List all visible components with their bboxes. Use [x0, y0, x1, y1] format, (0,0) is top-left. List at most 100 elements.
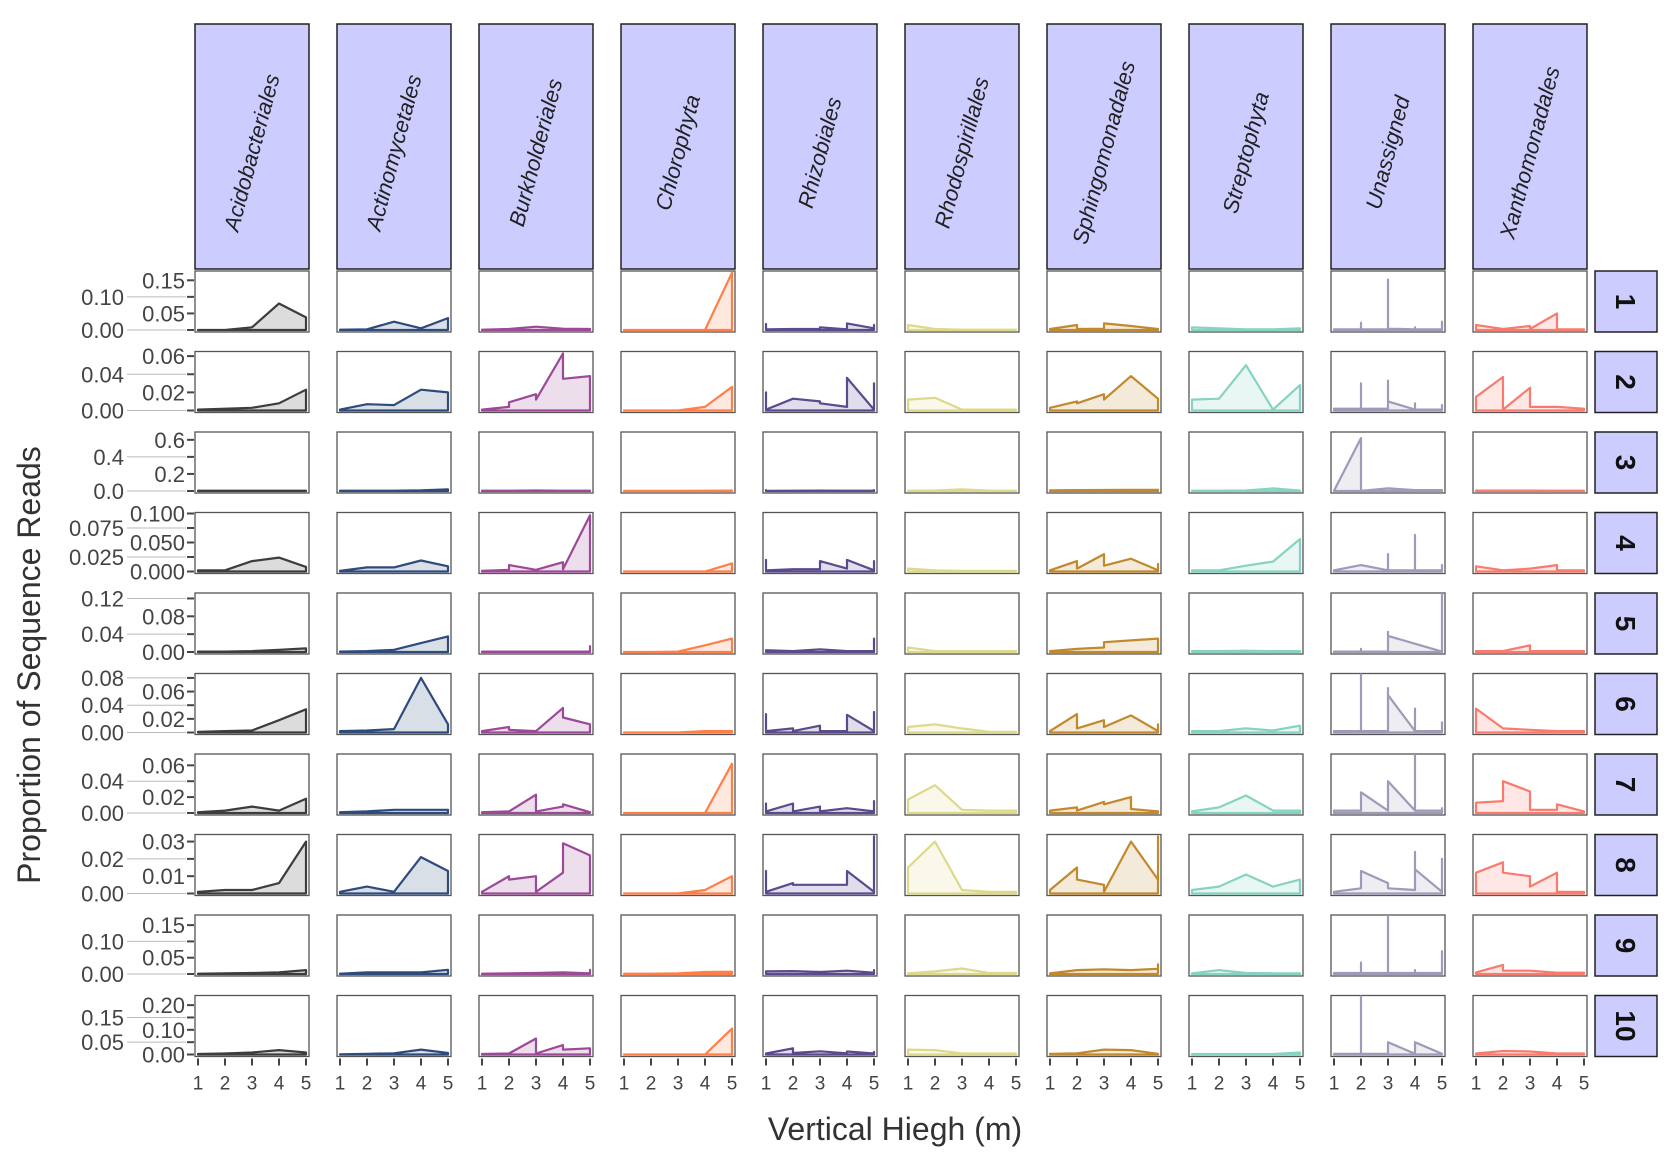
area-series [1474, 861, 1586, 895]
column-strip [904, 23, 1020, 270]
x-tick-label: 3 [1525, 1074, 1536, 1095]
y-tick-label: 0.02 [81, 847, 124, 872]
facet-panel [904, 350, 1020, 414]
area-series [764, 1047, 876, 1056]
area-series [480, 793, 592, 815]
y-tick-label: 0.00 [81, 801, 124, 826]
column-strip [1046, 23, 1162, 270]
column-strip [1472, 23, 1588, 270]
area-series [480, 489, 592, 493]
area-series [1332, 278, 1444, 332]
x-tick-label: 5 [443, 1074, 454, 1095]
x-tick-label: 5 [1437, 1074, 1448, 1095]
x-tick-label: 4 [1268, 1074, 1279, 1095]
area-series [196, 1049, 308, 1056]
facet-panel [1188, 350, 1304, 414]
facet-panel [336, 431, 452, 494]
row-strip [1594, 431, 1658, 494]
facet-panel [904, 511, 1020, 575]
area-series [338, 856, 450, 895]
row-strip [1594, 270, 1658, 333]
facet-panel [904, 753, 1020, 816]
facet-panel [904, 592, 1020, 655]
column-strip [1188, 23, 1304, 270]
area-series [906, 784, 1018, 815]
facet-panel [762, 431, 878, 494]
facet-panel [478, 431, 594, 494]
area-series [764, 322, 876, 332]
x-tick-label: 5 [869, 1074, 880, 1095]
row-strip-label: 10 [1610, 1010, 1641, 1041]
y-tick-label: 0.4 [93, 445, 124, 470]
facet-panel [478, 270, 594, 333]
facet-panel [194, 994, 310, 1058]
area-series [764, 489, 876, 493]
column-strip [478, 23, 594, 270]
column-strip [336, 23, 452, 270]
facet-panel [1188, 511, 1304, 575]
y-tick-label: 0.2 [154, 462, 185, 487]
y-tick-label: 0.075 [69, 516, 124, 541]
x-tick-label: 3 [673, 1074, 684, 1095]
facet-panel [620, 914, 736, 977]
facet-panel [336, 753, 452, 816]
x-tick-label: 1 [335, 1074, 346, 1095]
facet-panel [1046, 914, 1162, 977]
area-series [1474, 1049, 1586, 1056]
area-series [1332, 437, 1444, 493]
area-series [480, 325, 592, 332]
y-tick-label: 0.00 [81, 399, 124, 424]
x-tick-label: 1 [903, 1074, 914, 1095]
x-tick-label: 5 [1579, 1074, 1590, 1095]
x-tick-label: 4 [1410, 1074, 1421, 1095]
area-series [1190, 649, 1302, 654]
x-tick-label: 5 [1295, 1074, 1306, 1095]
y-tick-label: 0.04 [81, 362, 124, 387]
facet-panel [336, 350, 452, 414]
row-strip-label: 1 [1610, 294, 1641, 310]
y-tick-label: 0.10 [142, 1018, 185, 1043]
area-series [480, 645, 592, 654]
y-tick-label: 0.00 [142, 640, 185, 665]
area-series [1048, 713, 1160, 734]
facet-panel [762, 270, 878, 333]
facet-panel [620, 592, 736, 655]
x-tick-label: 3 [247, 1074, 258, 1095]
area-series [196, 969, 308, 976]
area-series [1190, 487, 1302, 493]
x-axis-title: Vertical Hiegh (m) [768, 1111, 1022, 1147]
facet-panel [194, 592, 310, 655]
area-series [338, 317, 450, 332]
x-tick-label: 1 [477, 1074, 488, 1095]
x-tick-label: 1 [619, 1074, 630, 1095]
facet-panel [1472, 511, 1588, 575]
y-tick-label: 0.05 [142, 946, 185, 971]
facet-panel [1330, 431, 1446, 494]
facet-panel [1330, 350, 1446, 414]
row-strip-label: 2 [1610, 374, 1641, 390]
area-series [196, 840, 308, 895]
row-strip [1594, 753, 1658, 816]
x-tick-label: 2 [1356, 1074, 1367, 1095]
facet-panel [1472, 914, 1588, 977]
y-axis-title: Proportion of Sequence Reads [11, 446, 47, 884]
facet-panel [478, 511, 594, 575]
x-tick-label: 1 [193, 1074, 204, 1095]
area-series [764, 710, 876, 734]
facet-panel [1046, 431, 1162, 494]
y-tick-label: 0.00 [81, 962, 124, 987]
y-tick-label: 0.01 [142, 864, 185, 889]
facet-panel [1472, 270, 1588, 333]
facet-panel [1188, 592, 1304, 655]
row-strip-label: 3 [1610, 455, 1641, 471]
x-tick-label: 2 [1498, 1074, 1509, 1095]
area-series [480, 706, 592, 734]
facet-panel [336, 592, 452, 655]
y-tick-label: 0.00 [81, 721, 124, 746]
facet-panel [1472, 672, 1588, 736]
area-series [1474, 780, 1586, 815]
y-tick-label: 0.05 [142, 301, 185, 326]
facet-panel [904, 833, 1020, 897]
area-series [1048, 835, 1160, 895]
area-series [338, 635, 450, 654]
